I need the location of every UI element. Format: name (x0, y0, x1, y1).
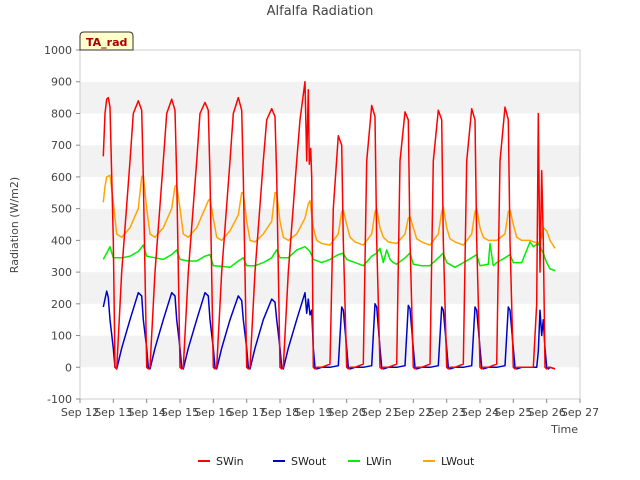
grid-band (80, 145, 580, 177)
y-axis-title: Radiation (W/m2) (8, 177, 21, 273)
x-tick-label: Sep 18 (261, 406, 299, 419)
series-line-lwin (102, 241, 556, 272)
x-tick-label: Sep 25 (494, 406, 532, 419)
badge-shape (79, 31, 134, 51)
y-axis-ticks: -100 0 100 200 300 400 500 600 700 800 900 1000 (44, 44, 80, 406)
y-tick-label: 500 (51, 203, 72, 216)
y-tick-label: 1000 (44, 44, 72, 57)
x-tick-label: Sep 26 (528, 406, 566, 419)
y-tick-label: 200 (51, 298, 72, 311)
series-line-swin (102, 80, 556, 370)
series-lines (102, 80, 556, 370)
x-tick-label: Sep 23 (428, 406, 466, 419)
grid-band (80, 367, 580, 399)
legend-label: SWin (216, 455, 244, 468)
x-tick-label: Sep 21 (361, 406, 399, 419)
grid-band (80, 50, 580, 82)
grid-band (80, 208, 580, 241)
x-tick-label: Sep 15 (161, 406, 199, 419)
badge-label: TA_rad (86, 36, 127, 49)
legend-label: LWout (441, 455, 475, 468)
legend-label: SWout (291, 455, 327, 468)
grid-band (80, 272, 580, 304)
chart-title: Alfalfa Radiation (267, 4, 374, 19)
x-tick-label: Sep 14 (128, 406, 166, 419)
grid-band (80, 113, 580, 146)
x-tick-label: Sep 17 (228, 406, 266, 419)
x-axis-title: Time (550, 423, 578, 436)
y-tick-label: 600 (51, 171, 72, 184)
y-tick-label: 100 (51, 330, 72, 343)
x-tick-label: Sep 16 (194, 406, 232, 419)
x-tick-label: Sep 20 (328, 406, 366, 419)
x-tick-label: Sep 24 (461, 406, 499, 419)
grid-band (80, 176, 580, 209)
x-tick-label: Sep 19 (294, 406, 332, 419)
y-tick-label: -100 (47, 393, 72, 406)
plot-frame (79, 49, 581, 400)
x-tick-label: Sep 13 (94, 406, 132, 419)
station-badge: TA_rad (79, 31, 134, 51)
y-tick-label: 800 (51, 107, 72, 120)
legend: SWin SWout LWin LWout (198, 455, 475, 468)
y-tick-label: 700 (51, 139, 72, 152)
x-tick-label: Sep 27 (561, 406, 599, 419)
grid-band (80, 81, 580, 114)
legend-label: LWin (366, 455, 392, 468)
y-tick-label: 400 (51, 234, 72, 247)
series-line-lwout (102, 174, 556, 249)
y-tick-label: 300 (51, 266, 72, 279)
x-tick-label: Sep 22 (394, 406, 432, 419)
x-tick-label: Sep 12 (61, 406, 99, 419)
y-tick-label: 0 (65, 361, 72, 374)
y-tick-label: 900 (51, 76, 72, 89)
